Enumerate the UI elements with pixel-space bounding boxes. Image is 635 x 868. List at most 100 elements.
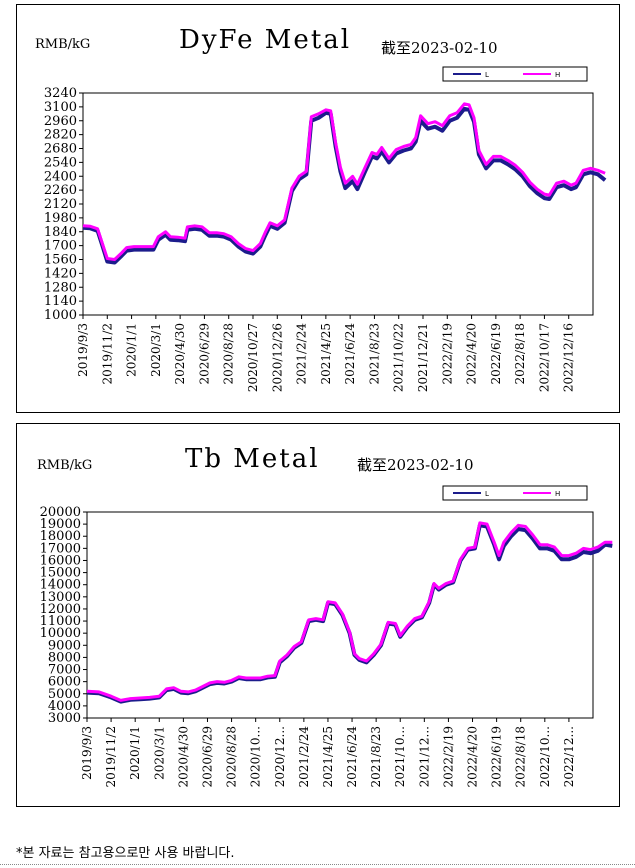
y-tick-label: 2680 [44,142,77,157]
legend-label-l: L [485,71,489,79]
x-tick-label: 2021/10... [393,726,407,787]
y-tick-label: 15000 [40,566,81,581]
x-tick-label: 2021/12/21 [416,323,430,392]
y-tick-label: 4000 [48,699,81,714]
x-tick-label: 2021/2/24 [297,726,311,788]
disclaimer-footnote: *본 자료는 참고용으로만 사용 바랍니다. [16,846,235,861]
y-tick-label: 11000 [40,614,81,629]
y-tick-label: 1700 [44,239,77,254]
x-tick-label: 2021/10/22 [392,323,406,392]
y-tick-label: 1980 [44,211,77,226]
x-tick-label: 2022/6/19 [489,323,503,385]
x-tick-label: 2021/2/24 [295,323,309,385]
y-tick-label: 10000 [40,626,81,641]
y-tick-label: 2400 [44,169,77,184]
legend-label-l: L [485,490,489,498]
x-tick-label: 2021/4/25 [319,323,333,385]
x-tick-label: 2019/11/2 [100,323,114,385]
x-tick-label: 2022/6/19 [490,726,504,788]
x-tick-label: 2021/4/25 [321,726,335,788]
y-tick-label: 3000 [48,711,81,726]
x-tick-label: 2020/3/1 [149,323,163,377]
x-tick-label: 2022/2/19 [441,726,455,788]
x-tick-label: 2022/10/17 [537,323,551,392]
x-tick-label: 2020/4/30 [173,323,187,385]
dyfe-unit-label: RMB/kG [35,37,91,52]
y-tick-label: 6000 [48,675,81,690]
tb-chart-title: Tb Metal [185,444,320,474]
x-tick-label: 2019/9/3 [76,323,90,377]
x-tick-label: 2020/6/29 [200,726,214,788]
x-tick-label: 2021/8/23 [369,726,383,788]
series-line-h [82,102,606,261]
x-tick-label: 2020/8/28 [225,726,239,788]
x-tick-label: 2022/12... [562,726,576,787]
y-tick-label: 1000 [44,308,77,323]
series-line-l [82,106,607,265]
dotted-divider [0,864,635,865]
tb-as-of-date: 截至2023-02-10 [357,456,474,474]
y-tick-label: 2820 [44,128,77,143]
x-tick-label: 2020/6/29 [197,323,211,385]
x-tick-label: 2020/1/1 [125,323,139,377]
x-tick-label: 2022/8/18 [513,323,527,385]
x-tick-label: 2021/12... [417,726,431,787]
y-tick-label: 2120 [44,197,77,212]
y-tick-label: 20000 [40,505,81,520]
x-tick-label: 2022/12/16 [562,323,576,392]
x-tick-label: 2021/8/23 [367,323,381,385]
dyfe-as-of-date: 截至2023-02-10 [381,39,498,57]
x-tick-label: 2022/8/18 [514,726,528,788]
x-tick-label: 2020/10... [249,726,263,787]
x-tick-label: 2022/10... [538,726,552,787]
x-tick-label: 2020/3/1 [152,726,166,780]
y-tick-label: 1280 [44,280,77,295]
series-line-h [86,521,613,702]
x-tick-label: 2020/12/26 [270,323,284,392]
y-tick-label: 16000 [40,553,81,568]
y-tick-label: 3100 [44,100,77,115]
x-tick-label: 2020/10/27 [246,323,260,392]
y-tick-label: 12000 [40,602,81,617]
y-tick-label: 1420 [44,266,77,281]
tb-unit-label: RMB/kG [37,458,93,473]
y-tick-label: 13000 [40,590,81,605]
x-tick-label: 2020/12... [273,726,287,787]
legend-label-h: H [555,71,560,79]
x-tick-label: 2019/9/3 [80,726,94,780]
dyfe-chart-panel: RMB/kG DyFe Metal 截至2023-02-10 1000 1140 1… [16,4,620,413]
y-tick-label: 1840 [44,225,77,240]
x-tick-label: 2021/6/24 [343,323,357,385]
x-tick-label: 2022/4/20 [466,726,480,788]
plot-area-frame [82,92,594,316]
x-tick-label: 2020/1/1 [128,726,142,780]
y-tick-label: 19000 [40,517,81,532]
y-tick-label: 9000 [48,638,81,653]
x-tick-label: 2021/6/24 [345,726,359,788]
y-tick-label: 17000 [40,541,81,556]
y-tick-label: 1560 [44,253,77,268]
x-tick-label: 2019/11/2 [104,726,118,788]
plot-area-frame [86,511,594,719]
x-tick-label: 2022/4/20 [465,323,479,385]
legend-box [442,485,588,501]
x-tick-label: 2020/4/30 [176,726,190,788]
x-tick-label: 2020/8/28 [222,323,236,385]
y-tick-label: 2960 [44,114,77,129]
y-tick-label: 8000 [48,650,81,665]
y-tick-label: 2540 [44,155,77,170]
legend-box [442,66,588,82]
y-tick-label: 18000 [40,529,81,544]
series-line-l [86,523,613,704]
dyfe-chart-title: DyFe Metal [179,25,352,55]
y-tick-label: 7000 [48,663,81,678]
y-tick-label: 14000 [40,578,81,593]
y-tick-label: 3240 [44,86,77,101]
x-tick-label: 2022/2/19 [440,323,454,385]
legend-label-h: H [555,490,560,498]
tb-chart-panel: RMB/kG Tb Metal 截至2023-02-10 3000 4000 500… [16,423,620,807]
dyfe-plot: 1000114012801420156017001840198021202260… [44,66,607,392]
y-tick-label: 2260 [44,183,77,198]
y-tick-label: 5000 [48,687,81,702]
y-tick-label: 1140 [44,294,77,309]
